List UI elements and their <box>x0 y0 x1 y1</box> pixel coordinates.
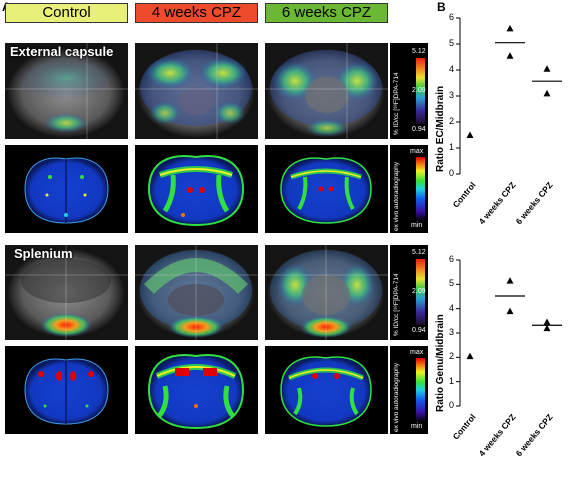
chart-0-ytick-label-0: 0 <box>448 168 454 178</box>
autorad-colorbar-2-min: min <box>411 423 423 430</box>
pet-colorbar-2-mid: 2.09 <box>412 288 426 295</box>
chart-0-ytick-label-4: 4 <box>448 64 454 74</box>
pet-image-4wk-ec <box>135 43 258 139</box>
chart-genu-midbrain-ratio: Ratio Genu/Midbrain 0 1 2 3 4 5 6 Control 4 week… <box>432 244 577 464</box>
chart-1-ytick-label-5: 5 <box>448 278 454 289</box>
autorad-colorbar-2: max min ex vivo autoradiography <box>390 346 428 434</box>
panel-label-b: B <box>437 0 446 14</box>
pet-colorbar-1-max: 5.12 <box>412 48 426 55</box>
pet-image-6wk-ec <box>265 43 388 139</box>
autorad-colorbar-1: max min ex vivo autoradiography <box>390 145 428 233</box>
chart-0-ytick-label-3: 3 <box>448 90 454 100</box>
chart-0-point-0 <box>466 131 474 138</box>
pet-colorbar-2-max: 5.12 <box>412 249 426 256</box>
autorad-image-control-spl <box>5 346 128 434</box>
autorad-image-6wk-spl <box>265 346 388 434</box>
pet-image-4wk-spl <box>135 245 258 340</box>
chart-1-point-0 <box>466 352 474 360</box>
chart-1-point-2 <box>506 307 514 315</box>
chart-1-point-1 <box>506 277 514 284</box>
pet-colorbar-1-min: 0.94 <box>412 126 426 133</box>
autorad-colorbar-2-label: ex vivo autoradiography <box>393 362 400 432</box>
autorad-colorbar-1-max: max <box>410 148 424 155</box>
autorad-colorbar-1-label: ex vivo autoradiography <box>393 161 400 231</box>
chart-ec-midbrain-ratio: Ratio EC/Midbrain 0 1 2 3 4 5 6 Control 4 weeks … <box>432 12 577 234</box>
autorad-colorbar-1-min: min <box>411 222 423 229</box>
autorad-image-6wk-ec <box>265 145 388 233</box>
autorad-image-4wk-ec <box>135 145 258 233</box>
chart-1-ytick-label-0: 0 <box>448 400 454 410</box>
pet-colorbar-2: 5.12 2.09 0.94 % ID/cc [¹⁸F]DPA-714 <box>390 245 428 340</box>
chart-1-ytick-label-6: 6 <box>448 254 454 264</box>
chart-1-point-3 <box>543 318 551 326</box>
header-4-weeks-cpz: 4 weeks CPZ <box>135 3 258 23</box>
chart-0-ytick-label-1: 1 <box>448 142 454 152</box>
chart-1-ytick-label-4: 4 <box>448 302 454 313</box>
autorad-image-4wk-spl <box>135 346 258 434</box>
region-label-external-capsule: External capsule <box>10 44 114 59</box>
chart-0-svg <box>456 17 562 175</box>
region-label-splenium: Splenium <box>14 246 73 261</box>
chart-0-point-2 <box>506 52 514 59</box>
pet-image-control-spl <box>5 245 128 340</box>
autorad-image-control-ec <box>5 145 128 233</box>
chart-1-ytick-label-1: 1 <box>448 375 454 386</box>
chart-0-ytick-label-6: 6 <box>448 12 454 22</box>
chart-1-ytick-label-3: 3 <box>448 327 454 337</box>
pet-image-control-ec <box>5 43 128 139</box>
pet-colorbar-1-mid: 2.09 <box>412 87 426 94</box>
chart-0-point-1 <box>506 24 514 32</box>
chart-1-point-4 <box>543 324 551 332</box>
chart-0-point-4 <box>543 89 551 97</box>
header-6-weeks-cpz: 6 weeks CPZ <box>265 3 388 23</box>
pet-colorbar-1-label: % ID/cc [¹⁸F]DPA-714 <box>393 72 400 135</box>
chart-1-svg <box>456 259 562 407</box>
pet-colorbar-2-label: % ID/cc [¹⁸F]DPA-714 <box>393 273 400 336</box>
pet-colorbar-2-min: 0.94 <box>412 327 426 334</box>
pet-colorbar-1: 5.12 2.09 0.94 % ID/cc [¹⁸F]DPA-714 <box>390 43 428 139</box>
chart-0-point-3 <box>543 65 551 72</box>
chart-0-ytick-label-2: 2 <box>448 116 454 126</box>
pet-image-6wk-spl <box>265 245 388 340</box>
header-control: Control <box>5 3 128 23</box>
chart-1-ytick-label-2: 2 <box>448 351 454 362</box>
autorad-colorbar-2-max: max <box>410 349 424 356</box>
chart-0-ytick-label-5: 5 <box>448 38 454 48</box>
